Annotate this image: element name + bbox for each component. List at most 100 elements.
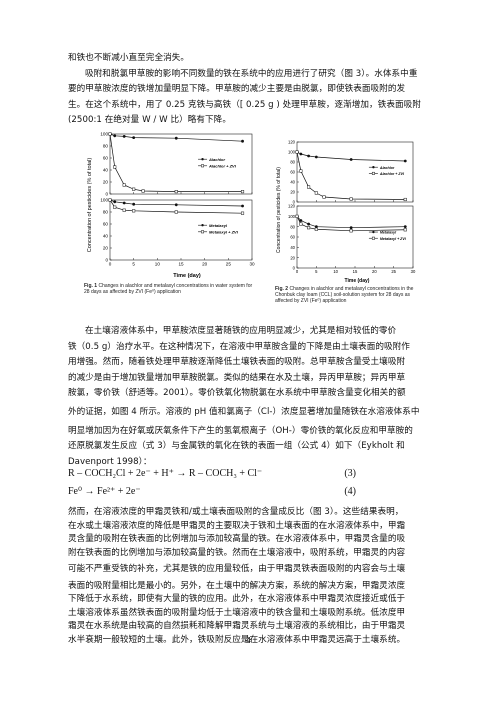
y-tick-label: 100 <box>100 198 108 203</box>
y-tick-label: 40 <box>103 234 109 239</box>
y-tick-label: 20 <box>103 180 109 185</box>
y-tick-label: 80 <box>290 224 295 229</box>
legend-marker <box>201 164 204 168</box>
paragraph-middle: 在土壤溶液体系中，甲草胺浓度显著随铁的应用明显减少，尤其是相对较低的零价 铁（0… <box>68 324 438 470</box>
data-point <box>307 185 311 189</box>
legend-marker <box>201 230 204 234</box>
page-number: 4 <box>246 636 252 645</box>
figure-1-label: Fig. 1 <box>84 283 98 289</box>
data-point <box>122 208 126 212</box>
data-point <box>403 197 407 202</box>
text-line: 的减少是由于增加铁量增加甲草胺脱氯。类似的结果在水及土壤，异丙甲草胺；异丙甲草 <box>68 372 406 383</box>
y-tick-label: 20 <box>103 246 109 251</box>
y-tick-label: 20 <box>290 255 295 260</box>
data-point <box>132 187 136 191</box>
figure-1-caption-text: Changes in alachlor and metalaxyl concen… <box>84 283 253 296</box>
figure-2-ylabel: Concentration of pesticides (% of total) <box>276 167 282 253</box>
y-tick-label: 0 <box>105 258 108 263</box>
data-point <box>174 190 178 194</box>
y-tick-label: 0 <box>105 192 108 197</box>
text-line: 在水或土壤溶液浓度的降低是甲霜灵的主要取决于铁和土壤表面的在水溶液体系中，甲霜 <box>68 520 406 531</box>
figure-2-plot: 0 20 40 60 80 100 120 Alachlor Alachlor + ZVI 0 2… <box>276 140 416 284</box>
data-point <box>122 183 126 187</box>
data-point <box>113 165 117 169</box>
x-tick-label: 5 <box>315 269 318 274</box>
equation-3-expression: R – COCH₂Cl + 2e⁻ + H⁺ → R – COCH₃ + Cl⁻ <box>68 468 263 479</box>
y-tick-label: 60 <box>290 170 295 175</box>
data-point <box>174 203 178 207</box>
figure-1: 0 20 40 60 80 100 Alachlor Alachlor + ZVI 0 20 40… <box>82 130 258 320</box>
y-tick-label: 120 <box>288 204 296 209</box>
figure-2-caption-text: Changes in alachlor and metalaxyl concen… <box>275 286 414 305</box>
x-tick-label: 15 <box>178 262 184 267</box>
text-line: Davenport 1998）： <box>68 456 152 467</box>
data-point <box>108 132 112 136</box>
x-tick-label: 25 <box>391 269 396 274</box>
data-point <box>241 139 244 143</box>
legend-marker <box>372 230 375 234</box>
text-line: 霜灵在水系统是由较高的自然损耗和降解甲霜灵系统与土壤溶液的系统相比，由于甲霜灵 <box>68 621 406 631</box>
data-point <box>307 154 310 158</box>
y-tick-label: 80 <box>103 210 109 215</box>
text-line: 外的证据，如图 4 所示。溶液的 pH 值和氯离子（Cl-）浓度显著增加量随铁在… <box>68 406 420 417</box>
equation-3-number: (3) <box>344 468 356 479</box>
legend-marker <box>371 171 375 175</box>
data-point <box>403 228 407 232</box>
y-tick-label: 40 <box>290 180 295 185</box>
y-tick-label: 100 <box>100 132 108 137</box>
y-tick-label: 60 <box>103 156 109 161</box>
legend-label: Metalaxyl + ZVI <box>380 237 407 241</box>
data-point <box>132 209 136 213</box>
legend-label: Metalaxyl <box>209 223 228 228</box>
y-tick-label: 20 <box>290 190 295 195</box>
x-tick-label: 30 <box>249 262 255 267</box>
legend-label: Alachlor + ZVI <box>208 163 237 168</box>
text-line: 附在铁表面的比例增加与添加较高量的铁。然而在土壤溶液中，吸附系统，甲霜灵的内容 <box>68 547 406 558</box>
figure-2-caption: Fig. 2 Changes in alachlor and metalaxyl… <box>275 286 417 305</box>
y-tick-label: 80 <box>290 160 295 165</box>
equation-4: Fe⁰ → Fe²⁺ + 2e⁻ (4) <box>68 486 438 504</box>
legend-label: Metalaxyl + ZVI <box>209 229 239 234</box>
y-tick-label: 120 <box>288 140 296 145</box>
legend-label: Alachlor + ZVI <box>379 172 405 176</box>
data-point <box>314 227 318 231</box>
data-point <box>349 229 353 233</box>
figure-1-ylabel: Concentration of pesticides (% of total) <box>87 158 93 253</box>
legend-marker <box>201 158 204 161</box>
data-point <box>113 205 117 209</box>
data-point <box>141 189 145 193</box>
x-tick-label: 10 <box>333 269 338 274</box>
text-line: 可能不严重受铁的补充，尤其是铁的应用量较低，由于甲霜灵铁表面吸附的内容会与土壤 <box>68 564 406 574</box>
figure-2-label: Fig. 2 <box>275 286 289 292</box>
equation-3: R – COCH₂Cl + 2e⁻ + H⁺ → R – COCH₃ + Cl⁻… <box>68 468 438 486</box>
text-line: 铁（0.5 g）治疗水平。在这种情况下，在溶液中甲草胺含量的下降是由土壤表面的吸… <box>68 341 410 352</box>
data-point <box>299 169 303 173</box>
data-point <box>307 222 310 226</box>
data-point <box>108 198 112 202</box>
data-point <box>113 200 117 204</box>
text-line: 明显增加因为在好氧或厌氧条件下产生的氢氧根离子（OH-）零价铁的氧化反应和甲草胺… <box>68 425 413 436</box>
paragraph-bottom: 然而，在溶液浓度的甲霜灵铁和/或土壤表面吸附的含量成反比（图 3）。这些结果表明… <box>68 506 438 647</box>
text-line: (2500:1 在绝对量 W / W 比）略有下降。 <box>68 115 231 126</box>
data-point <box>314 191 318 195</box>
data-point <box>349 158 353 161</box>
x-tick-label: 20 <box>372 269 377 274</box>
text-line: 表面的吸附量相比是最小的。另外，在土壤中的解决方案，系统的解决方案，甲霜灵浓度 <box>68 580 406 591</box>
text-line: 用增强。然而，随着铁处理甲草胺逐渐降低土壤铁表面的吸附。总甲草胺含量受土壤吸附 <box>68 357 406 368</box>
series-line <box>296 216 406 229</box>
x-tick-label: 0 <box>109 262 112 267</box>
data-point <box>295 214 299 218</box>
figure-1-caption: Fig. 1 Changes in alachlor and metalaxyl… <box>84 283 256 295</box>
figure-1-bottom-panel: 0 20 40 60 80 100 0 5 10 15 20 25 30 MetalaxylMetalax… <box>100 198 255 267</box>
data-point <box>241 204 244 208</box>
y-tick-label: 0 <box>293 266 296 271</box>
text-line: 还原脱氯发生反应（式 3）与金属铁的氧化在铁的表面一组（公式 4）如下（Eykh… <box>68 441 405 452</box>
data-point <box>349 197 353 201</box>
x-tick-label: 20 <box>202 262 208 267</box>
text-line: 在土壤溶液体系中，甲草胺浓度显著随铁的应用明显减少，尤其是相对较低的零价 <box>85 326 397 336</box>
legend-label: Metalaxyl <box>380 231 397 235</box>
x-tick-label: 15 <box>353 269 358 274</box>
